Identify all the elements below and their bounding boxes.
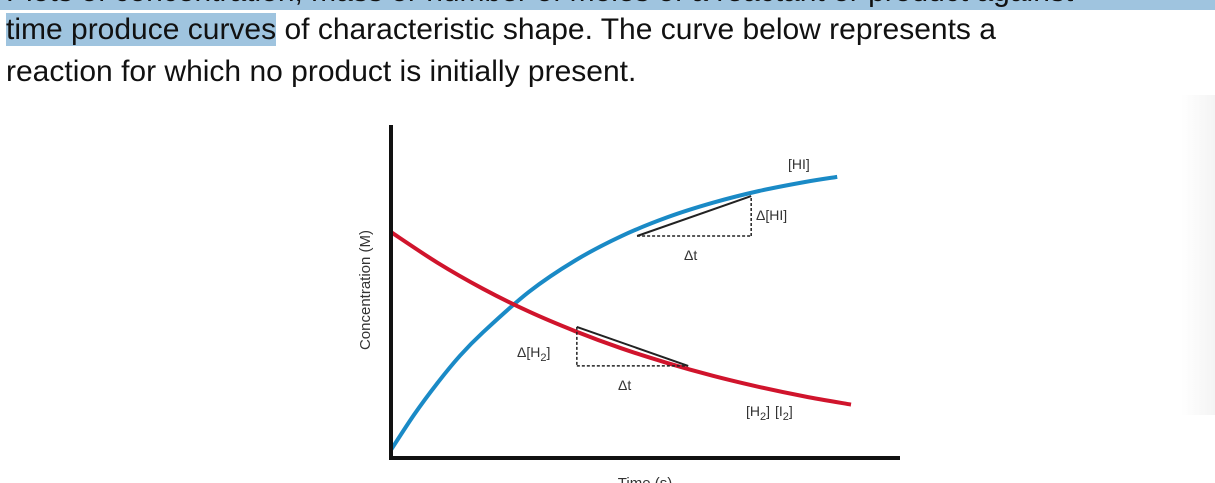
delta-hi-label: Δ[HI] [756, 207, 787, 223]
delta-t-label-h2: Δt [618, 377, 631, 393]
hi-curve [389, 174, 838, 451]
highlighted-text: time produce curves [6, 13, 277, 46]
paragraph-text: of characteristic shape. The curve below… [276, 13, 996, 46]
delta-t-label-hi: Δt [684, 247, 697, 263]
y-axis-label: Concentration (M) [357, 230, 374, 350]
page-edge-shadow [1181, 95, 1215, 415]
x-axis-label: Time (s) [618, 475, 672, 483]
h2-i2-curve [389, 230, 852, 407]
h2-tangent-line [576, 325, 689, 367]
paragraph-line-1: Plots of concentration, mass or number o… [0, 0, 1215, 10]
paragraph-line-3: reaction for which no product is initial… [6, 55, 637, 88]
delta-h2-label: Δ[H2] [517, 344, 550, 364]
highlighted-text: Plots of concentration, mass or number o… [6, 0, 1073, 8]
hi-tangent-line [636, 195, 752, 237]
series-label-hi: [HI] [788, 156, 810, 172]
paragraph-line-2: time produce curves of characteristic sh… [6, 12, 996, 48]
series-label-h2-i2: [H2] [I2] [746, 403, 793, 423]
